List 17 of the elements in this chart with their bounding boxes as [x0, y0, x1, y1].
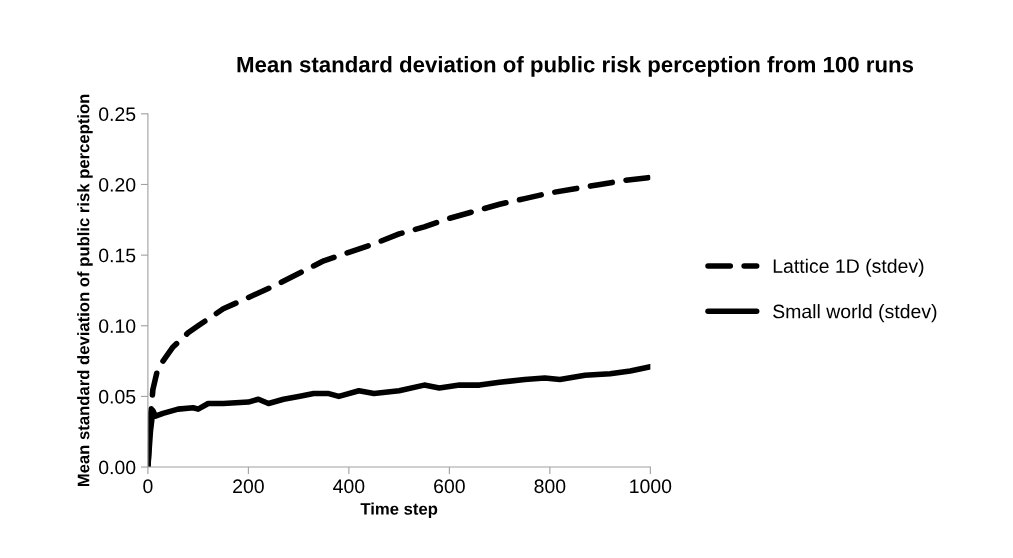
y-tick-label: 0.15 [99, 248, 136, 263]
y-tick-label: 0.00 [99, 460, 136, 475]
chart-title: Mean standard deviation of public risk perception from 100 runs [237, 56, 914, 77]
y-tick-label: 0.20 [99, 177, 136, 192]
legend-label: Lattice 1D (stdev) [773, 258, 924, 277]
x-tick-label: 0 [143, 479, 153, 494]
x-axis-title: Time step [360, 502, 438, 519]
x-tick-label: 800 [534, 479, 566, 494]
x-tick-label: 200 [233, 479, 264, 494]
y-tick-label: 0.05 [99, 389, 136, 404]
y-tick-label: 0.25 [99, 107, 136, 122]
legend-label: Small world (stdev) [773, 304, 937, 323]
x-tick-label: 400 [333, 479, 365, 494]
y-tick-label: 0.10 [99, 319, 136, 333]
x-tick-label: 1000 [630, 479, 672, 494]
y-axis-title: Mean standard deviation of public risk perception [77, 94, 93, 487]
x-tick-label: 600 [434, 479, 465, 494]
